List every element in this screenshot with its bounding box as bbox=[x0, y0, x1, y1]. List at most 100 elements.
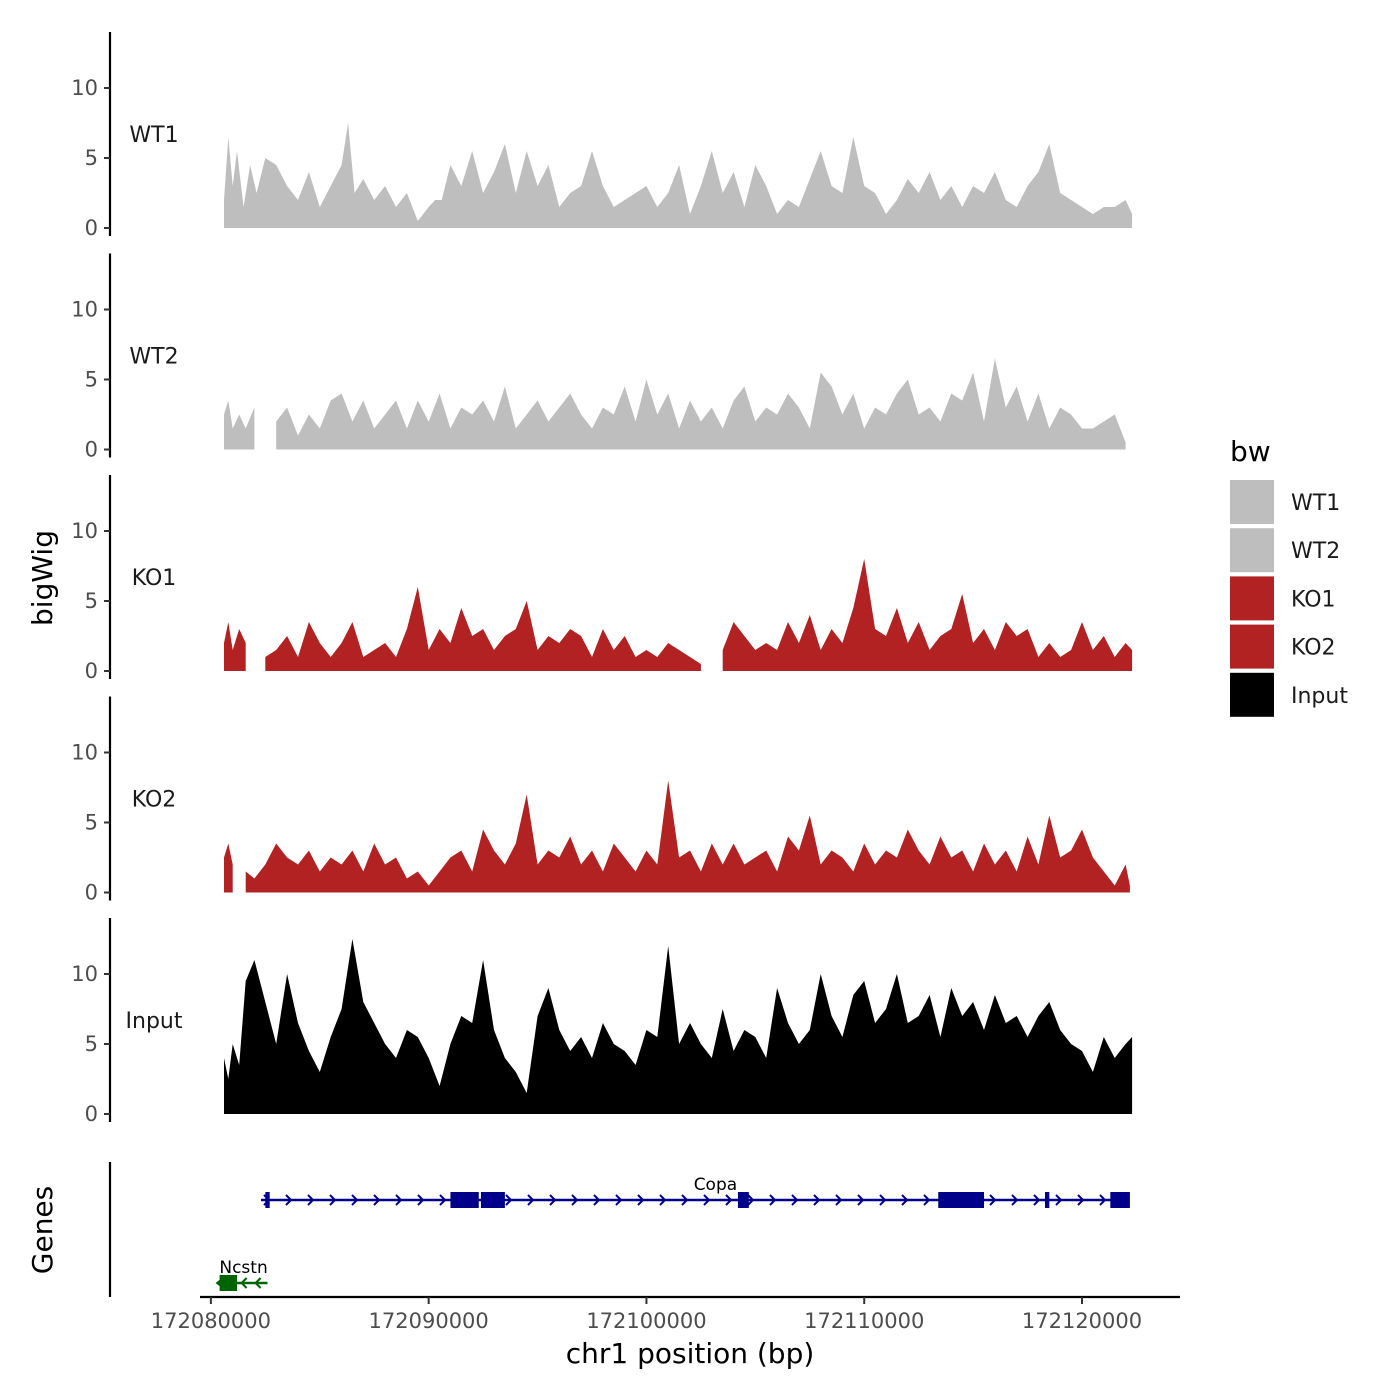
strand-arrow-icon bbox=[835, 1194, 843, 1206]
x-tick-label: 172110000 bbox=[804, 1309, 924, 1333]
strand-arrow-icon bbox=[703, 1194, 711, 1206]
y-tick-label: 0 bbox=[85, 881, 98, 905]
strand-arrow-icon bbox=[395, 1194, 403, 1206]
legend-label-ko2: KO2 bbox=[1291, 636, 1336, 661]
coverage-area-wt2 bbox=[224, 358, 1126, 450]
coverage-area-ko2 bbox=[224, 780, 1130, 893]
y-tick-label: 0 bbox=[85, 659, 98, 683]
track-label: KO2 bbox=[132, 788, 177, 813]
strand-arrow-icon bbox=[593, 1194, 601, 1206]
strand-arrow-icon bbox=[254, 1277, 262, 1289]
strand-arrow-icon bbox=[857, 1194, 865, 1206]
y-tick-label: 0 bbox=[85, 216, 98, 240]
legend-key-wt2 bbox=[1230, 528, 1274, 573]
y-tick-label: 5 bbox=[85, 811, 98, 835]
legend: bw WT1 WT2 KO1 KO2 Input bbox=[1230, 435, 1348, 717]
x-tick-label: 172100000 bbox=[586, 1309, 706, 1333]
coverage-area-input bbox=[224, 939, 1133, 1114]
y-tick-label: 10 bbox=[71, 741, 98, 765]
y-tick-label: 0 bbox=[85, 438, 98, 462]
strand-arrow-icon bbox=[769, 1194, 777, 1206]
coverage-area-ko1 bbox=[224, 559, 1133, 671]
y-axis-title: bigWig bbox=[26, 530, 59, 626]
exon bbox=[480, 1192, 505, 1208]
legend-label-wt1: WT1 bbox=[1291, 491, 1340, 516]
coverage-area-wt1 bbox=[224, 123, 1133, 228]
strand-arrow-icon bbox=[1055, 1194, 1063, 1206]
legend-key-input bbox=[1230, 672, 1274, 717]
strand-arrow-icon bbox=[1077, 1194, 1085, 1206]
gene-copa: Copa bbox=[260, 1175, 1130, 1208]
exon bbox=[737, 1192, 749, 1208]
gene-label: Copa bbox=[694, 1175, 737, 1195]
track-label: WT1 bbox=[129, 123, 178, 148]
strand-arrow-icon bbox=[791, 1194, 799, 1206]
y-tick-label: 5 bbox=[85, 146, 98, 170]
strand-arrow-icon bbox=[637, 1194, 645, 1206]
y-tick-label: 5 bbox=[85, 589, 98, 613]
exon bbox=[1110, 1192, 1130, 1208]
exon bbox=[938, 1192, 984, 1208]
genes-panel: Copa Ncstn bbox=[108, 1162, 1130, 1297]
legend-label-ko1: KO1 bbox=[1291, 587, 1336, 612]
strand-arrow-icon bbox=[901, 1194, 909, 1206]
legend-key-ko2 bbox=[1230, 624, 1274, 669]
track-label: Input bbox=[126, 1009, 183, 1034]
strand-arrow-icon bbox=[681, 1194, 689, 1206]
strand-arrow-icon bbox=[615, 1194, 623, 1206]
strand-arrow-icon bbox=[307, 1194, 315, 1206]
exon bbox=[265, 1192, 270, 1208]
track-wt2: 0 5 10 WT2 bbox=[71, 253, 1126, 462]
strand-arrow-icon bbox=[240, 1277, 248, 1289]
gene-label: Ncstn bbox=[219, 1258, 267, 1278]
x-tick-label: 172120000 bbox=[1022, 1309, 1142, 1333]
strand-arrow-icon bbox=[923, 1194, 931, 1206]
genes-axis-title: Genes bbox=[26, 1186, 59, 1274]
strand-arrow-icon bbox=[659, 1194, 667, 1206]
strand-arrow-icon bbox=[747, 1194, 755, 1206]
strand-arrow-icon bbox=[527, 1194, 535, 1206]
y-tick-label: 10 bbox=[71, 298, 98, 322]
legend-key-wt1 bbox=[1230, 480, 1274, 524]
track-label: WT2 bbox=[129, 345, 178, 370]
strand-arrow-icon bbox=[571, 1194, 579, 1206]
x-tick-label: 172080000 bbox=[151, 1309, 271, 1333]
legend-key-ko1 bbox=[1230, 576, 1274, 621]
strand-arrow-icon bbox=[351, 1194, 359, 1206]
strand-arrow-icon bbox=[417, 1194, 425, 1206]
track-ko2: 0 5 10 KO2 bbox=[71, 696, 1130, 905]
x-tick-label: 172090000 bbox=[369, 1309, 489, 1333]
x-axis: 172080000 172090000 172100000 172110000 1721… bbox=[151, 1295, 1180, 1333]
y-tick-label: 0 bbox=[85, 1102, 98, 1126]
track-wt1: 0 5 10 WT1 bbox=[71, 32, 1133, 240]
y-tick-label: 5 bbox=[85, 368, 98, 392]
strand-arrow-icon bbox=[989, 1194, 997, 1206]
exon bbox=[1044, 1192, 1050, 1208]
legend-title: bw bbox=[1230, 435, 1271, 468]
track-ko1: 0 5 10 KO1 bbox=[71, 475, 1133, 683]
strand-arrow-icon bbox=[285, 1194, 293, 1206]
strand-arrow-icon bbox=[1099, 1194, 1107, 1206]
strand-arrow-icon bbox=[329, 1194, 337, 1206]
strand-arrow-icon bbox=[879, 1194, 887, 1206]
x-axis-title: chr1 position (bp) bbox=[566, 1337, 815, 1370]
strand-arrow-icon bbox=[439, 1194, 447, 1206]
gene-start-arrow-icon bbox=[215, 1275, 226, 1291]
gene-ncstn: Ncstn bbox=[215, 1258, 268, 1291]
y-tick-label: 10 bbox=[71, 962, 98, 986]
legend-label-wt2: WT2 bbox=[1291, 539, 1340, 564]
strand-arrow-icon bbox=[1033, 1194, 1041, 1206]
track-input: 0 5 10 Input bbox=[71, 918, 1133, 1126]
y-tick-label: 10 bbox=[71, 519, 98, 543]
strand-arrow-icon bbox=[373, 1194, 381, 1206]
track-label: KO1 bbox=[132, 566, 177, 591]
bigwig-tracks: 0 5 10 WT1 0 5 10 WT2 0 5 10 KO1 0 5 10 KO2 0 5 10 Input bbox=[71, 32, 1133, 1126]
strand-arrow-icon bbox=[505, 1194, 513, 1206]
strand-arrow-icon bbox=[813, 1194, 821, 1206]
exon bbox=[450, 1192, 479, 1208]
strand-arrow-icon bbox=[1011, 1194, 1019, 1206]
legend-label-input: Input bbox=[1291, 684, 1348, 709]
y-tick-label: 5 bbox=[85, 1032, 98, 1056]
strand-arrow-icon bbox=[549, 1194, 557, 1206]
